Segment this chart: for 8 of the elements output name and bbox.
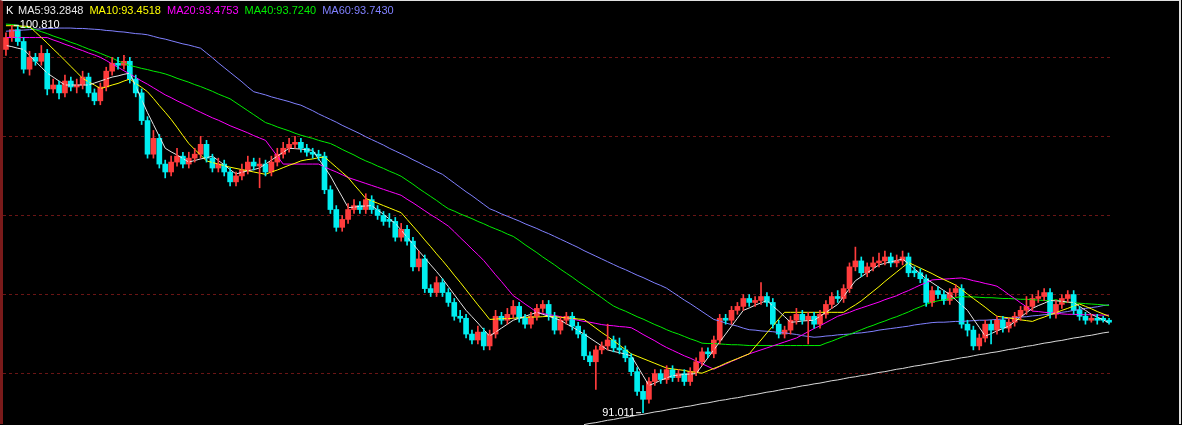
text: MA5:93.2848 [18,4,84,16]
text: MA40:93.7240 [244,4,317,16]
text: MA10:93.4518 [89,4,161,16]
annotation: K [6,4,14,16]
text: MA60:93.7430 [322,4,394,16]
annotation: 91.011 [602,405,636,418]
annotation: 100.810 [19,18,60,31]
text: MA20:93.4753 [167,4,239,16]
